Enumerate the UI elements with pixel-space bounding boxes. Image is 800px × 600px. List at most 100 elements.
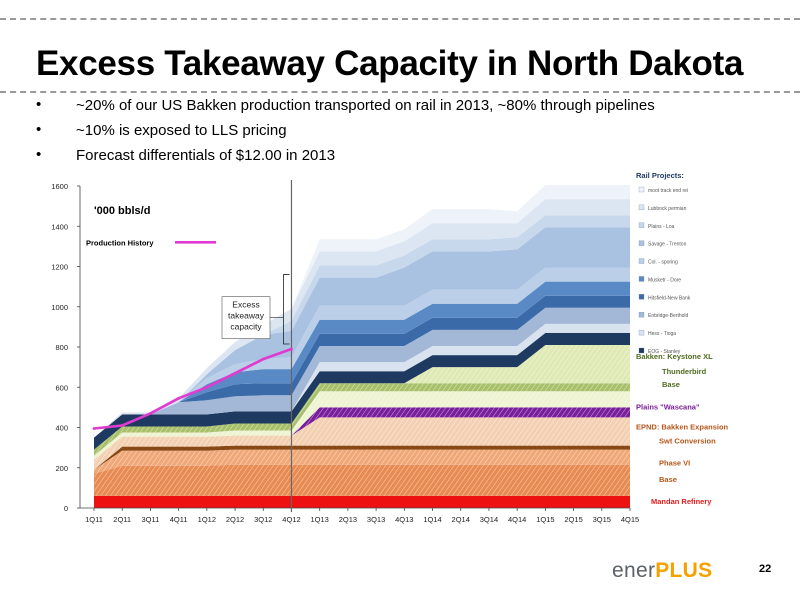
bullet-text: Forecast differentials of $12.00 in 2013 [76, 147, 336, 164]
bullet-item: • Forecast differentials of $12.00 in 201… [28, 146, 655, 174]
production-history-point [149, 412, 152, 415]
area-series [94, 323, 630, 438]
rail-legend-label: Enbridge-Berthold [648, 313, 689, 319]
production-history-point [120, 424, 124, 427]
legend-production-history-label: Production History [86, 238, 154, 247]
x-tick-label: 4Q11 [170, 515, 188, 524]
rail-legend-swatch [638, 204, 645, 211]
chart-axes: 0 200 400 600 800 1000 1200 1400 1600 1Q11 2Q11 3Q1… [51, 180, 639, 524]
page-title: Excess Takeaway Capacity in North Dakota [36, 44, 744, 83]
rail-legend-swatch [638, 258, 645, 264]
annotation-text: takeaway [228, 311, 265, 321]
production-history-line [93, 347, 292, 430]
logo-part-ener: ener [612, 559, 656, 582]
rail-legend-label: Plains - Loa [648, 224, 675, 230]
production-history-point [177, 396, 181, 400]
x-tick-label: 1Q13 [311, 515, 329, 524]
page-number: 22 [759, 563, 772, 575]
rail-legend-swatch [638, 276, 645, 282]
area-series-texture [94, 383, 630, 456]
bullet-dot-icon: • [36, 146, 42, 163]
logo-part-plus: PLUS [655, 559, 713, 582]
rail-legend-swatch [638, 347, 645, 354]
production-history-point [92, 427, 96, 430]
series-right-label: Swt Conversion [659, 437, 716, 446]
title-dashed-divider [0, 91, 800, 93]
x-tick-label: 4Q13 [395, 515, 413, 524]
capacity-chart: 0 200 400 600 800 1000 1200 1400 1600 1Q11 2Q11 3Q1… [51, 172, 729, 524]
bullet-item: • ~20% of our US Bakken production transp… [28, 96, 655, 124]
x-tick-label: 4Q12 [282, 515, 300, 524]
rail-legend-swatch [638, 329, 645, 336]
bullet-dot-icon: • [36, 121, 42, 138]
production-history-point [205, 385, 209, 389]
area-series [94, 307, 630, 438]
area-series-texture [94, 345, 630, 450]
production-history-point [290, 347, 293, 351]
enerplus-logo: enerPLUS [612, 559, 712, 583]
rail-legend-label: Savage - Trenton [648, 242, 687, 248]
y-tick-label: 1200 [51, 263, 68, 272]
y-tick-label: 1000 [51, 303, 68, 312]
series-right-label: Mandan Refinery [651, 497, 712, 506]
top-dashed-divider [0, 18, 800, 20]
y-tick-label: 1400 [51, 222, 68, 231]
x-tick-label: 2Q13 [339, 515, 357, 524]
area-series-texture [94, 449, 630, 474]
production-history-point [233, 371, 237, 375]
x-tick-label: 1Q12 [198, 515, 216, 524]
x-tick-label: 2Q14 [452, 515, 470, 524]
rail-legend-label: Hitsfield-New Bank [648, 295, 691, 301]
y-tick-label: 1600 [51, 182, 68, 191]
rail-legend-label: moot track end rei [648, 188, 688, 194]
bullet-text: ~20% of our US Bakken production transpo… [76, 97, 655, 114]
x-tick-label: 4Q15 [621, 515, 639, 524]
x-tick-label: 3Q14 [480, 515, 498, 524]
x-tick-label: 3Q15 [593, 515, 611, 524]
x-tick-label: 1Q14 [423, 515, 441, 524]
rail-legend-swatch [638, 294, 645, 300]
bullet-dot-icon: • [36, 96, 42, 113]
x-tick-label: 2Q11 [113, 515, 131, 524]
chart-title: '000 bbls/d [94, 205, 150, 217]
rail-legend-swatch [638, 312, 645, 318]
y-tick-label: 200 [55, 464, 68, 473]
rail-legend-label: Musketr - Dore [648, 277, 681, 283]
area-series-texture [94, 417, 630, 470]
series-right-label: Base [662, 380, 680, 389]
area-series-texture [94, 391, 630, 460]
chart-labels: '000 bbls/d Production History Excesstakea… [86, 172, 729, 506]
area-series-texture [94, 445, 630, 470]
rail-legend-swatch [638, 240, 645, 246]
rail-legend-swatch [638, 186, 645, 193]
x-tick-label: 3Q12 [254, 515, 272, 524]
area-series [94, 227, 630, 438]
series-right-label: Bakken: Keystone XL [636, 352, 713, 361]
y-tick-label: 400 [55, 424, 68, 433]
annotation-text: capacity [230, 322, 262, 332]
production-history-layer [92, 347, 293, 430]
series-right-label: Base [659, 475, 677, 484]
series-right-label: Plains "Wascana" [636, 402, 700, 411]
area-series-texture [94, 464, 630, 496]
bullet-list: • ~20% of our US Bakken production transp… [28, 96, 655, 174]
x-tick-label: 2Q12 [226, 515, 244, 524]
series-right-label: Phase VI [659, 459, 690, 468]
production-history-point [261, 357, 265, 361]
bullet-item: • ~10% is exposed to LLS pricing [28, 121, 655, 149]
rail-legend-swatch [638, 222, 645, 228]
x-tick-label: 1Q11 [85, 515, 103, 524]
x-tick-label: 3Q13 [367, 515, 385, 524]
x-tick-label: 2Q15 [564, 515, 582, 524]
x-tick-label: 4Q14 [508, 515, 526, 524]
rail-legend-label: EOG - Stanley [648, 349, 681, 355]
rail-legend-label: Col. - sporing [648, 260, 678, 266]
annotation-text: Excess [232, 300, 259, 310]
rail-legend-header: Rail Projects: [636, 172, 684, 180]
stacked-areas [94, 185, 630, 508]
rail-legend-label: Lubbock permian [648, 206, 687, 212]
area-series [94, 332, 630, 450]
y-tick-label: 0 [64, 504, 68, 513]
x-tick-label: 1Q15 [536, 515, 554, 524]
x-tick-label: 3Q11 [142, 515, 160, 524]
